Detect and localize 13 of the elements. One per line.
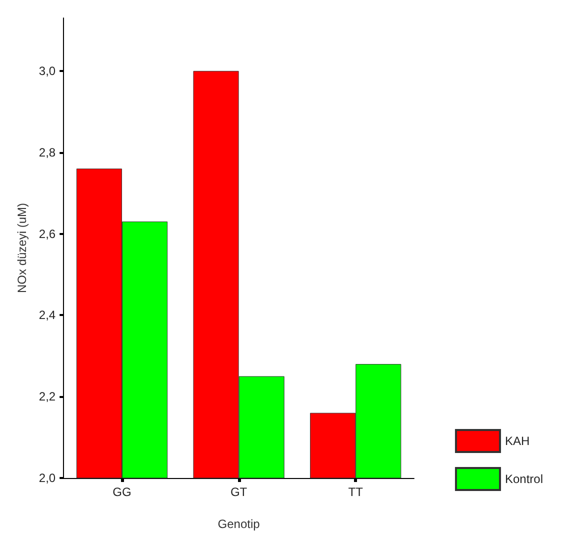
y-tick-label: 3,0 [38, 64, 56, 78]
x-tick-label: GG [112, 485, 132, 499]
y-tick-label: 2,6 [38, 226, 56, 241]
y-axis-title: NOx düzeyi (uM) [15, 202, 29, 294]
x-tick-label: GT [230, 485, 248, 499]
y-tick-label: 2,2 [38, 390, 56, 404]
y-tick-label: 2,4 [38, 308, 56, 322]
x-axis-title: Genotip [218, 517, 260, 531]
y-tick-label: 2,0 [38, 471, 56, 485]
legend-label: Kontrol [504, 472, 544, 486]
y-tick-label: 2,8 [38, 145, 56, 160]
x-tick-label: TT [348, 485, 364, 499]
legend-label: KAH [504, 434, 530, 448]
